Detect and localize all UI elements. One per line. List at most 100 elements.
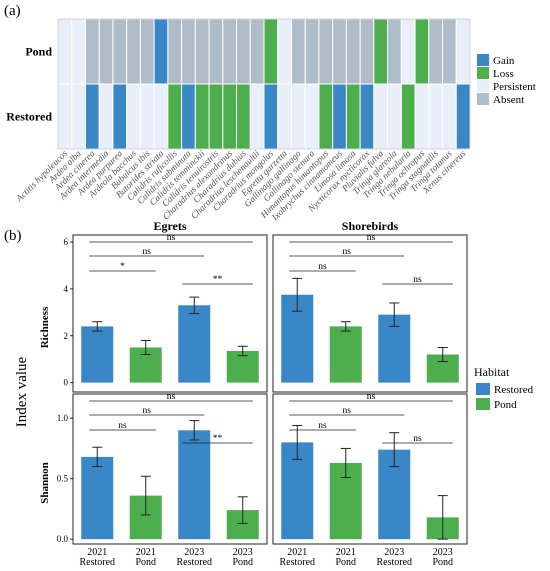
bar [81,326,114,383]
heatmap-cell [112,18,128,85]
heatmap-cell [332,83,347,150]
x-tick-label: 2021 [287,547,307,558]
x-tick-label: 2021 [336,547,356,558]
heatmap-cell [208,83,224,150]
heatmap-cell [84,83,100,150]
heatmap-cell [263,18,279,85]
heatmap-cell [249,18,265,85]
x-tick-label: 2023 [233,547,253,558]
heatmap-cell [57,83,73,150]
bar [178,305,211,383]
heatmap-cell [332,18,347,85]
heatmap-cell [345,18,361,85]
heatmap-cell [400,83,416,150]
heatmap-cell [126,18,141,85]
x-tick-label: 2023 [184,547,204,558]
significance-label: ns [367,392,376,402]
legend-swatch-loss [477,67,489,79]
legend-label-persistent: Persistent [493,81,536,93]
y-axis-title: Index value [14,356,30,427]
y-tick-label: 2 [64,331,69,341]
heatmap-cell [181,83,196,150]
significance-label: ns [343,406,352,416]
heatmap-cell [194,18,210,85]
habitat-swatch [476,383,490,395]
heatmap-cell [359,18,375,85]
significance-label: * [120,262,125,272]
facet-ylabel: Shannon [39,462,51,504]
bar [329,326,362,383]
facet-title: Shorebirds [342,219,399,233]
significance-label: ns [143,406,152,416]
x-tick-label: 2021 [136,547,156,558]
significance-label: ns [318,421,327,431]
heatmap-cell [290,83,306,150]
x-tick-label: Restored [79,557,115,566]
heatmap-cell [277,83,292,150]
heatmap-cell [345,83,361,150]
heatmap-cell [387,83,402,150]
heatmap-cell [304,18,320,85]
heatmap-cell [167,83,183,150]
facet-title: Egrets [153,219,186,233]
bar-facets: Egrets0246Richnessnsns***Shorebirdsnsnsn… [39,219,468,568]
significance-label: ** [213,434,223,444]
heatmap-cell [181,18,196,85]
heatmap-cell [414,18,430,85]
x-tick-label: Pond [335,557,356,566]
significance-label: ns [343,247,352,257]
panel-label-b: (b) [4,228,22,244]
heatmap-cell [359,83,375,150]
y-tick-label: 0 [64,378,69,388]
x-tick-label: 2021 [87,547,107,558]
heatmap-cell [153,18,169,85]
heatmap-cell [428,18,444,85]
legend-swatch-gain [477,54,489,66]
habitat-label: Restored [494,384,534,396]
heatmap-cell [277,18,292,85]
heatmap-cell [263,83,279,150]
legend-swatch-absent [477,93,489,105]
habitat-swatch [476,398,490,410]
heatmap-cell [400,18,416,85]
significance-label: ns [167,392,176,402]
heatmap-cell [139,83,155,150]
significance-label: ns [413,275,422,285]
heatmap-cell [318,83,334,150]
habitat-legend-title: Habitat [474,365,510,379]
x-tick-label: 2023 [384,547,404,558]
heatmap-cell [71,83,86,150]
heatmap-cell [290,18,306,85]
legend-label-absent: Absent [493,94,524,106]
heatmap-cell [126,83,141,150]
heatmap-cell [304,83,320,150]
facet-3: nsnsnsns2021Restored2021Pond2023Restored… [272,392,468,568]
heatmap-frame [57,18,471,150]
heatmap-cell [249,83,265,150]
heatmap-cell [236,83,251,150]
x-tick-label: Restored [279,557,315,566]
significance-label: ns [413,434,422,444]
significance-label: ns [318,262,327,272]
bar [178,430,211,540]
heatmap-cell [222,18,238,85]
y-tick-label: 1.0 [57,413,69,423]
y-tick-label: 0.5 [57,474,69,484]
y-tick-label: 0.0 [57,534,69,544]
habitat-legend: Habitat Restored Pond [474,365,534,411]
bar [226,350,259,383]
significance-label: ns [367,233,376,243]
heatmap-cell [373,83,389,150]
legend-label-loss: Loss [493,68,514,80]
y-tick-label: 6 [64,237,69,247]
heatmap-cell [98,83,114,150]
heatmap-cell [208,18,224,85]
heatmap-cell [57,18,73,85]
heatmap-cell [167,18,183,85]
x-tick-label: Pond [135,557,156,566]
